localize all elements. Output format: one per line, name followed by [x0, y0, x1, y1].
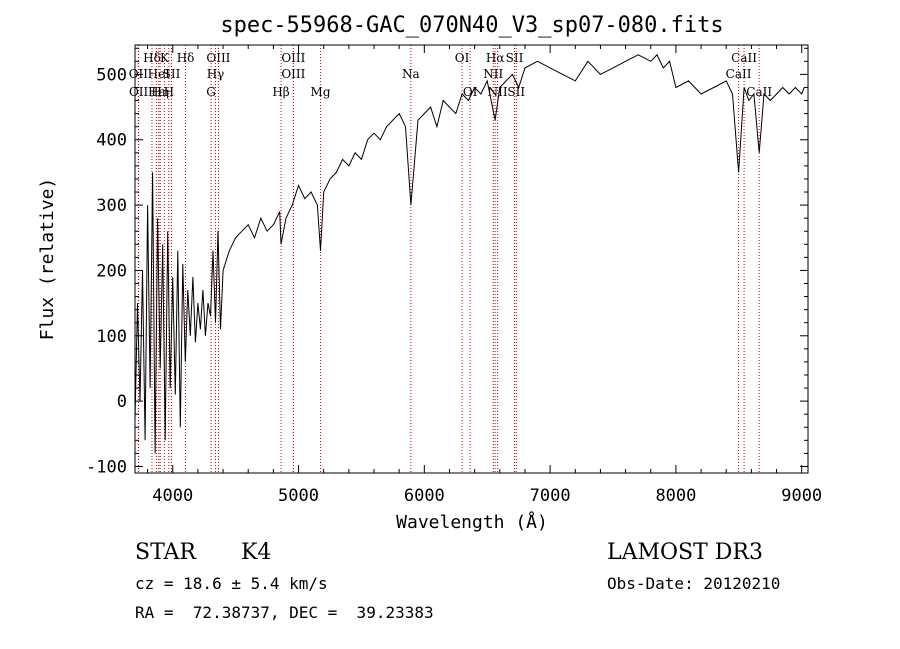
- line-markers: HδOIIOIIHεHeIHηKSIIHHδOIIIHγGHβOIIIOIIIM…: [129, 45, 772, 473]
- x-tick-label: 4000: [152, 486, 193, 506]
- x-tick-label: 6000: [404, 486, 445, 506]
- line-label: K: [160, 51, 170, 65]
- y-axis-ticks: -100 0 100 200 300 400 500: [86, 47, 808, 477]
- line-label: Hγ: [207, 67, 225, 81]
- object-subclass: K4: [241, 540, 272, 565]
- line-label: SII: [163, 67, 181, 81]
- redshift-cz: cz = 18.6 ± 5.4 km/s: [135, 574, 328, 593]
- line-label: Hδ: [143, 51, 161, 65]
- line-label: SII: [507, 85, 525, 99]
- y-tick-label: 200: [96, 261, 127, 281]
- x-tick-label: 7000: [530, 486, 571, 506]
- plot-frame: [134, 44, 809, 474]
- spectrum-line: [134, 53, 805, 454]
- line-label: G: [206, 85, 216, 99]
- y-axis-label: Flux (relative): [37, 178, 58, 341]
- line-label: OIII: [206, 51, 230, 65]
- line-label: Hδ: [177, 51, 195, 65]
- y-tick-label: 0: [117, 392, 127, 412]
- line-label: Hα: [486, 51, 505, 65]
- line-label: Na: [402, 67, 420, 81]
- object-class: STAR: [135, 540, 196, 565]
- line-label: OI: [455, 51, 470, 65]
- line-label: CaII: [726, 67, 752, 81]
- survey-name: LAMOST DR3: [607, 540, 763, 565]
- x-tick-label: 9000: [781, 486, 822, 506]
- y-tick-label: 300: [96, 196, 127, 216]
- y-tick-label: 400: [96, 131, 127, 151]
- x-tick-label: 5000: [278, 486, 319, 506]
- line-label: Hε: [148, 85, 165, 99]
- line-label: Mg: [311, 85, 331, 99]
- line-label: SII: [506, 51, 524, 65]
- coordinates: RA = 72.38737, DEC = 39.23383: [135, 603, 434, 622]
- line-label: CaII: [746, 85, 772, 99]
- chart-title: spec-55968-GAC_070N40_V3_sp07-080.fits: [220, 13, 723, 38]
- line-label: H: [164, 85, 174, 99]
- line-label: CaII: [731, 51, 757, 65]
- obs-date: Obs-Date: 20120210: [607, 574, 781, 593]
- y-tick-label: 500: [96, 65, 127, 85]
- line-label: OII: [129, 85, 149, 99]
- line-label: Hη: [151, 85, 169, 99]
- line-label: NII: [488, 85, 508, 99]
- x-tick-label: 8000: [655, 486, 696, 506]
- y-tick-label: 100: [96, 327, 127, 347]
- x-axis-ticks: 4000 5000 6000 7000 8000 9000: [147, 45, 822, 506]
- line-label: Hβ: [272, 85, 289, 99]
- line-label: NII: [483, 67, 503, 81]
- y-tick-label: -100: [86, 457, 127, 477]
- line-label: OIII: [281, 67, 305, 81]
- line-label: HeI: [148, 67, 171, 81]
- x-axis-label: Wavelength (Å): [396, 511, 548, 533]
